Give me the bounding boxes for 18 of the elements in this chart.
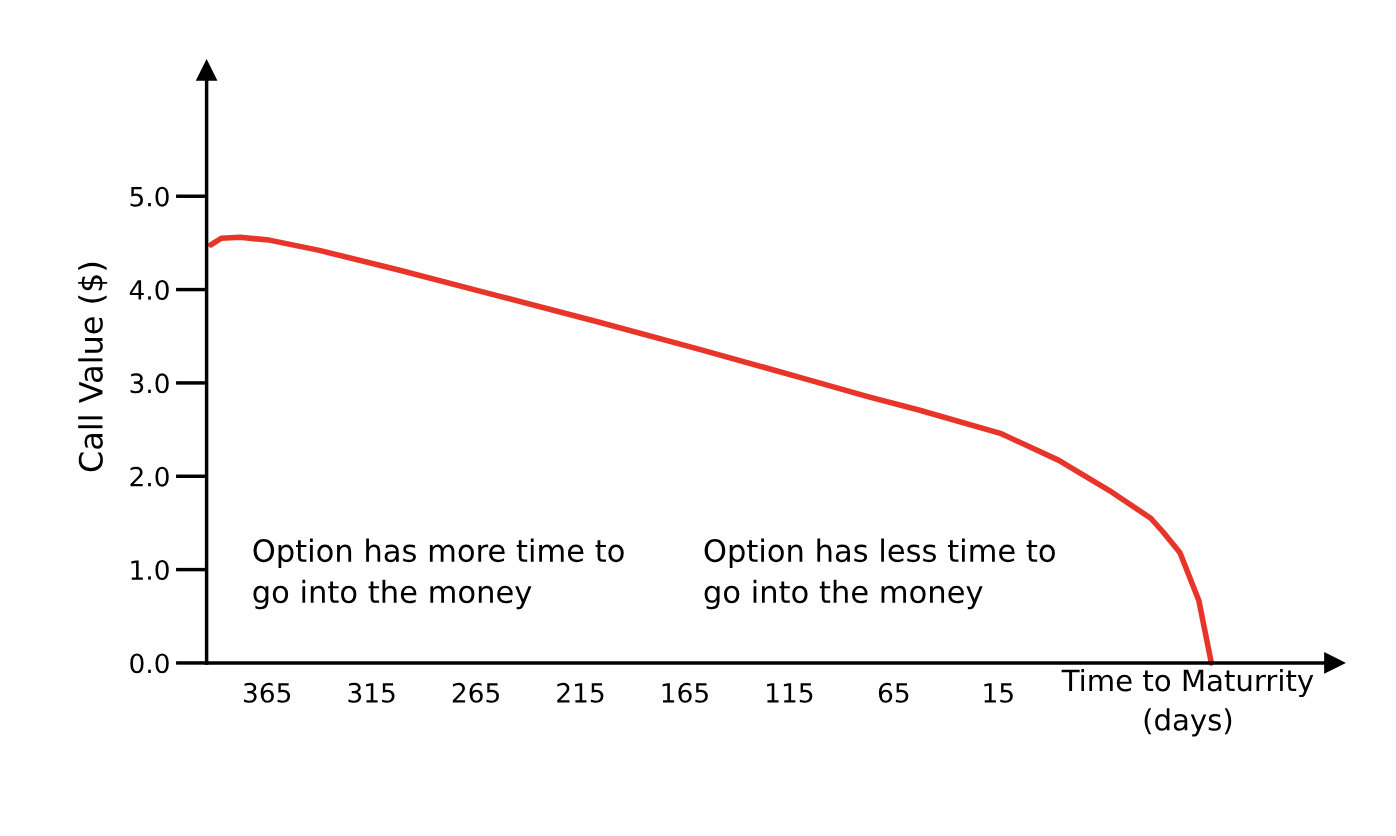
annotation: Option has less time to go into the money bbox=[704, 538, 1055, 610]
x-tick-label: 65 bbox=[878, 682, 909, 703]
x-tick-label: 365 bbox=[244, 682, 291, 703]
x-axis-title: Time to Maturrity (days) bbox=[1061, 668, 1314, 737]
x-tick-label: 165 bbox=[662, 682, 708, 703]
x-tick-label: 15 bbox=[984, 683, 1013, 703]
y-tick-label: 2.0 bbox=[130, 466, 169, 487]
y-tick-label: 5.0 bbox=[130, 186, 169, 207]
x-tick-label: 265 bbox=[452, 682, 499, 703]
x-tick-label: 115 bbox=[767, 683, 813, 703]
y-tick-label: 1.0 bbox=[131, 560, 169, 581]
y-tick-label: 4.0 bbox=[129, 280, 169, 300]
x-tick-label: 215 bbox=[557, 682, 604, 703]
x-tick-label: 315 bbox=[348, 682, 395, 703]
y-axis-title: Call Value ($) bbox=[78, 262, 108, 472]
y-tick-label: 0.0 bbox=[130, 653, 169, 674]
annotation: Option has more time to go into the money bbox=[253, 538, 624, 610]
y-tick-label: 3.0 bbox=[130, 373, 169, 394]
